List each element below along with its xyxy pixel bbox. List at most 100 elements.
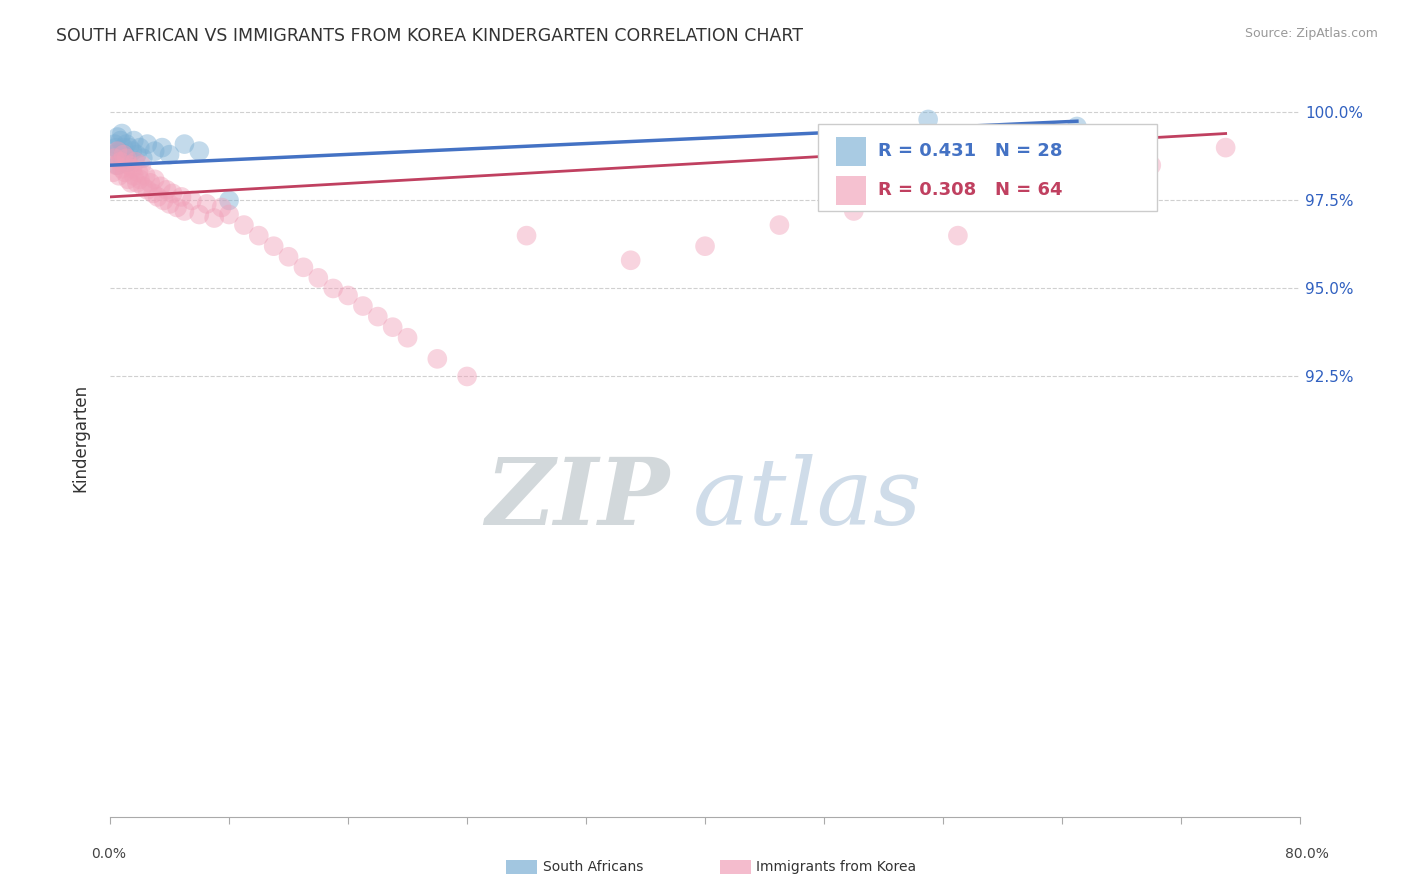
Point [170, 190, 193, 204]
Point [135, 169, 157, 183]
Point [103, 151, 125, 165]
Point [118, 158, 141, 172]
Point [396, 331, 419, 345]
Point [159, 147, 181, 161]
Point [247, 228, 270, 243]
Point [107, 158, 129, 172]
Point [211, 201, 233, 215]
Point [307, 271, 329, 285]
Point [292, 260, 315, 275]
Text: SOUTH AFRICAN VS IMMIGRANTS FROM KOREA KINDERGARTEN CORRELATION CHART: SOUTH AFRICAN VS IMMIGRANTS FROM KOREA K… [56, 27, 803, 45]
Text: 80.0%: 80.0% [1285, 847, 1329, 861]
Point [426, 351, 449, 366]
Point [143, 144, 166, 158]
Point [127, 165, 149, 179]
Point [367, 310, 389, 324]
Point [122, 169, 145, 183]
Point [322, 281, 344, 295]
Point [143, 172, 166, 186]
Point [108, 169, 131, 183]
Point [117, 172, 139, 186]
Text: South Africans: South Africans [543, 860, 643, 874]
Text: 0.0%: 0.0% [91, 847, 127, 861]
Point [136, 183, 159, 197]
Point [120, 176, 142, 190]
Point [112, 147, 135, 161]
Point [132, 179, 155, 194]
Point [128, 140, 150, 154]
Point [173, 137, 195, 152]
Point [128, 172, 150, 186]
Point [917, 112, 939, 127]
Point [101, 147, 124, 161]
Point [620, 253, 643, 268]
Point [693, 239, 716, 253]
Point [131, 158, 153, 172]
Point [136, 137, 159, 152]
Point [180, 194, 202, 208]
Bar [837, 137, 866, 166]
Text: R = 0.431   N = 28: R = 0.431 N = 28 [877, 142, 1062, 160]
Point [233, 218, 256, 232]
Point [118, 140, 141, 154]
Point [132, 151, 155, 165]
Point [114, 165, 136, 179]
Point [105, 140, 128, 154]
Text: Immigrants from Korea: Immigrants from Korea [756, 860, 917, 874]
Point [162, 186, 184, 201]
Point [115, 151, 138, 165]
Bar [818, 124, 1157, 211]
Point [218, 194, 240, 208]
Point [456, 369, 478, 384]
Point [121, 144, 143, 158]
Point [218, 207, 240, 221]
Text: ZIP: ZIP [485, 454, 669, 543]
Point [768, 218, 790, 232]
Point [108, 144, 131, 158]
Point [152, 194, 174, 208]
Point [121, 161, 143, 176]
Point [516, 228, 538, 243]
Point [159, 197, 181, 211]
Point [110, 134, 132, 148]
Point [1140, 158, 1163, 172]
Point [111, 151, 134, 165]
Point [107, 144, 129, 158]
Point [337, 288, 360, 302]
Point [1066, 120, 1088, 134]
Point [1215, 140, 1237, 154]
Bar [837, 176, 866, 205]
Point [277, 250, 299, 264]
Point [105, 158, 128, 172]
Point [139, 176, 162, 190]
Point [125, 176, 148, 190]
Point [142, 186, 165, 201]
Point [114, 147, 136, 161]
Point [101, 165, 124, 179]
Point [149, 179, 172, 194]
Point [111, 127, 134, 141]
Y-axis label: Kindergarten: Kindergarten [72, 384, 89, 492]
Point [112, 140, 135, 154]
Point [188, 207, 211, 221]
Point [150, 140, 173, 154]
Point [115, 137, 138, 152]
Point [103, 137, 125, 152]
Text: Source: ZipAtlas.com: Source: ZipAtlas.com [1244, 27, 1378, 40]
Point [155, 183, 177, 197]
Point [166, 201, 188, 215]
Point [125, 147, 148, 161]
Point [110, 154, 132, 169]
Point [122, 134, 145, 148]
Point [946, 228, 969, 243]
Text: R = 0.308   N = 64: R = 0.308 N = 64 [877, 181, 1062, 199]
Point [124, 154, 146, 169]
Point [117, 154, 139, 169]
Point [842, 204, 865, 219]
Point [188, 144, 211, 158]
Point [991, 183, 1014, 197]
Text: atlas: atlas [693, 454, 922, 543]
Point [263, 239, 285, 253]
Point [111, 161, 134, 176]
Point [173, 204, 195, 219]
